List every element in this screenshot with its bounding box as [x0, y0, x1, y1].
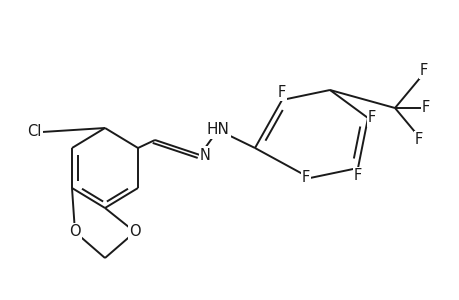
- Text: F: F: [419, 63, 427, 78]
- Text: F: F: [367, 110, 375, 125]
- Text: O: O: [129, 224, 140, 239]
- Text: F: F: [277, 85, 285, 100]
- Text: F: F: [301, 170, 309, 185]
- Text: O: O: [69, 224, 81, 239]
- Text: N: N: [200, 148, 210, 163]
- Text: F: F: [353, 168, 361, 183]
- Text: F: F: [414, 132, 422, 147]
- Text: HN: HN: [206, 122, 229, 137]
- Text: Cl: Cl: [28, 124, 42, 140]
- Text: F: F: [421, 100, 429, 116]
